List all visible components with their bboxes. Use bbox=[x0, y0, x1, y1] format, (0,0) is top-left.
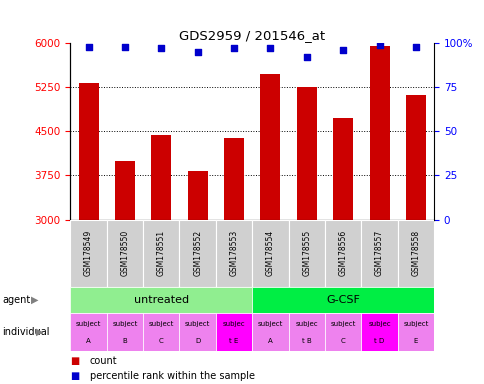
Text: subjec: subjec bbox=[295, 321, 318, 327]
Text: D: D bbox=[195, 338, 200, 344]
Text: GSM178550: GSM178550 bbox=[120, 230, 129, 276]
Text: A: A bbox=[86, 338, 91, 344]
Bar bbox=[252, 313, 288, 351]
Bar bbox=[361, 313, 397, 351]
Bar bbox=[78, 83, 98, 220]
Bar bbox=[252, 287, 433, 313]
Bar bbox=[405, 95, 425, 220]
Text: subject: subject bbox=[402, 321, 428, 327]
Text: percentile rank within the sample: percentile rank within the sample bbox=[90, 371, 254, 381]
Bar bbox=[106, 313, 143, 351]
Bar bbox=[187, 171, 207, 220]
Bar bbox=[215, 313, 252, 351]
Text: ■: ■ bbox=[70, 356, 79, 366]
Bar bbox=[288, 220, 324, 287]
Bar bbox=[70, 220, 106, 287]
Text: subject: subject bbox=[257, 321, 283, 327]
Bar bbox=[115, 161, 135, 220]
Text: subject: subject bbox=[184, 321, 210, 327]
Text: GSM178552: GSM178552 bbox=[193, 230, 202, 276]
Bar bbox=[179, 313, 215, 351]
Bar bbox=[296, 86, 316, 220]
Text: ▶: ▶ bbox=[36, 327, 44, 337]
Bar bbox=[70, 287, 252, 313]
Point bbox=[302, 54, 310, 60]
Title: GDS2959 / 201546_at: GDS2959 / 201546_at bbox=[179, 29, 325, 42]
Text: subject: subject bbox=[148, 321, 174, 327]
Text: subjec: subjec bbox=[367, 321, 390, 327]
Bar bbox=[151, 136, 171, 220]
Text: GSM178554: GSM178554 bbox=[265, 230, 274, 276]
Text: t D: t D bbox=[374, 338, 384, 344]
Text: subject: subject bbox=[330, 321, 355, 327]
Text: ▶: ▶ bbox=[30, 295, 38, 305]
Bar bbox=[179, 220, 215, 287]
Text: individual: individual bbox=[2, 327, 50, 337]
Point bbox=[229, 45, 237, 51]
Text: t B: t B bbox=[301, 338, 311, 344]
Point bbox=[375, 42, 382, 48]
Bar bbox=[260, 74, 280, 220]
Text: t E: t E bbox=[229, 338, 238, 344]
Text: E: E bbox=[413, 338, 417, 344]
Bar bbox=[324, 313, 361, 351]
Text: count: count bbox=[90, 356, 117, 366]
Point bbox=[338, 47, 346, 53]
Text: B: B bbox=[122, 338, 127, 344]
Point bbox=[84, 43, 92, 50]
Text: agent: agent bbox=[2, 295, 30, 305]
Text: C: C bbox=[159, 338, 163, 344]
Text: subject: subject bbox=[112, 321, 137, 327]
Bar bbox=[333, 118, 352, 220]
Text: GSM178551: GSM178551 bbox=[156, 230, 166, 276]
Text: untreated: untreated bbox=[134, 295, 188, 305]
Point bbox=[157, 45, 165, 51]
Text: GSM178555: GSM178555 bbox=[302, 230, 311, 276]
Bar bbox=[143, 313, 179, 351]
Bar bbox=[70, 313, 106, 351]
Bar bbox=[397, 220, 433, 287]
Text: G-CSF: G-CSF bbox=[326, 295, 359, 305]
Bar bbox=[143, 220, 179, 287]
Text: GSM178557: GSM178557 bbox=[374, 230, 383, 276]
Text: ■: ■ bbox=[70, 371, 79, 381]
Bar bbox=[361, 220, 397, 287]
Point bbox=[121, 43, 129, 50]
Bar bbox=[397, 313, 433, 351]
Point bbox=[411, 43, 419, 50]
Text: subject: subject bbox=[76, 321, 101, 327]
Bar bbox=[224, 138, 243, 220]
Point bbox=[193, 49, 201, 55]
Text: subjec: subjec bbox=[222, 321, 245, 327]
Bar bbox=[369, 46, 389, 220]
Text: A: A bbox=[268, 338, 272, 344]
Text: C: C bbox=[340, 338, 345, 344]
Bar bbox=[215, 220, 252, 287]
Text: GSM178556: GSM178556 bbox=[338, 230, 347, 276]
Bar bbox=[288, 313, 324, 351]
Bar bbox=[324, 220, 361, 287]
Point bbox=[266, 45, 273, 51]
Bar bbox=[252, 220, 288, 287]
Text: GSM178558: GSM178558 bbox=[410, 230, 420, 276]
Text: GSM178553: GSM178553 bbox=[229, 230, 238, 276]
Bar bbox=[106, 220, 143, 287]
Text: GSM178549: GSM178549 bbox=[84, 230, 93, 276]
